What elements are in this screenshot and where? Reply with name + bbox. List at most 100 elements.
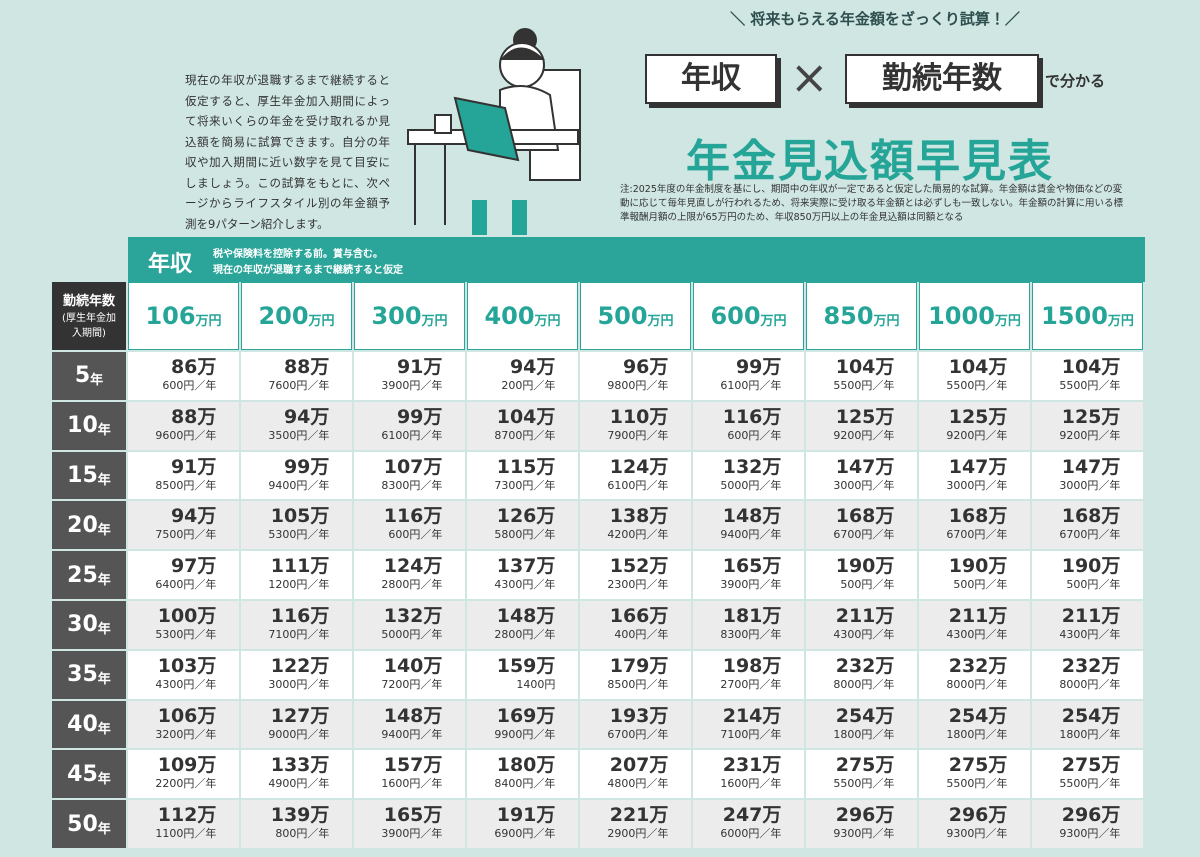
cell: 104万 5500円／年 [1032, 352, 1143, 400]
cell-amount: 148万 [722, 505, 782, 528]
cell: 104万 5500円／年 [806, 352, 917, 400]
cell-fraction: 7500円／年 [155, 528, 217, 542]
row-unit: 年 [97, 622, 111, 638]
cell-amount: 109万 [157, 754, 217, 777]
cell-fraction: 1800円／年 [946, 727, 1008, 741]
cell-amount: 94万 [283, 405, 330, 428]
cell-amount: 275万 [1061, 754, 1121, 777]
cell-fraction: 9800円／年 [607, 379, 669, 392]
cell-fraction: 5500円／年 [946, 777, 1008, 791]
cell-amount: 179万 [609, 654, 669, 677]
cell: 103万 4300円／年 [128, 650, 239, 699]
cell: 190万 500円／年 [1032, 551, 1143, 599]
row-value: 15 [67, 462, 98, 488]
cell-fraction: 9400円／年 [268, 478, 330, 492]
cell-fraction: 6700円／年 [1059, 528, 1121, 542]
cell: 147万 3000円／年 [806, 451, 917, 500]
suffix: で分かる [1045, 72, 1106, 90]
cell-amount: 96万 [622, 356, 669, 378]
cell-fraction: 7300円／年 [494, 478, 556, 492]
cell: 211万 4300円／年 [919, 601, 1030, 649]
slogan: ＼ 将来もらえる年金額をざっくり試算！／ [730, 10, 1020, 28]
cell-amount: 232万 [1061, 654, 1121, 677]
cell-amount: 181万 [722, 605, 782, 627]
cell: 275万 5500円／年 [1032, 750, 1143, 799]
cell-amount: 122万 [270, 654, 330, 677]
cell-amount: 211万 [1061, 605, 1121, 627]
cell-amount: 296万 [835, 804, 895, 827]
cell-amount: 88万 [283, 356, 330, 378]
row-value: 40 [67, 711, 98, 737]
cell-amount: 159万 [496, 654, 556, 677]
cell-fraction: 2900円／年 [607, 827, 669, 841]
cell: 207万 4800円／年 [580, 750, 691, 799]
row-label-note: (厚生年金加入期間) [62, 313, 116, 339]
column-unit: 万円 [873, 313, 900, 329]
row-header: 勤続年数 (厚生年金加入期間) [52, 282, 126, 350]
illustration [407, 28, 581, 235]
cell: 152万 2300円／年 [580, 551, 691, 599]
cell: 112万 1100円／年 [128, 800, 239, 848]
cell: 125万 9200円／年 [806, 401, 917, 450]
cell-amount: 165万 [722, 555, 782, 578]
column-value: 850 [823, 302, 874, 330]
cell: 165万 3900円／年 [354, 800, 465, 848]
cell: 296万 9300円／年 [1032, 800, 1143, 848]
cell: 116万 7100円／年 [241, 601, 352, 649]
cell-fraction: 6700円／年 [833, 528, 895, 542]
cell-amount: 91万 [396, 356, 443, 378]
row-value: 25 [67, 562, 98, 588]
cell: 111万 1200円／年 [241, 551, 352, 599]
cell-amount: 115万 [496, 455, 556, 478]
cell-amount: 191万 [496, 804, 556, 827]
column-value: 300 [371, 302, 422, 330]
cell: 116万 600円／年 [693, 401, 804, 450]
row-value: 35 [67, 662, 98, 688]
cell: 191万 6900円／年 [467, 800, 578, 848]
cell-fraction: 8500円／年 [607, 677, 669, 691]
column-value: 400 [484, 302, 535, 330]
cell: 115万 7300円／年 [467, 451, 578, 500]
cell-amount: 104万 [496, 405, 556, 428]
cell-amount: 190万 [1061, 555, 1121, 578]
cell-amount: 140万 [383, 654, 443, 677]
cell-amount: 104万 [835, 356, 895, 378]
cell: 180万 8400円／年 [467, 750, 578, 799]
cell-fraction: 9900円／年 [494, 727, 556, 741]
cell-fraction: 7200円／年 [381, 677, 443, 691]
cell-amount: 180万 [496, 754, 556, 777]
cell-amount: 125万 [835, 405, 895, 428]
cell-amount: 296万 [948, 804, 1008, 827]
cell: 296万 9300円／年 [919, 800, 1030, 848]
column-header: 400 万円 [467, 282, 578, 350]
cell-fraction: 9200円／年 [946, 428, 1008, 442]
cell-amount: 111万 [270, 555, 330, 578]
cell: 104万 8700円／年 [467, 401, 578, 450]
cell: 133万 4900円／年 [241, 750, 352, 799]
cell-fraction: 1600円／年 [381, 777, 443, 791]
cell-amount: 125万 [1061, 405, 1121, 428]
cell-amount: 193万 [609, 704, 669, 727]
cell: 132万 5000円／年 [354, 601, 465, 649]
cell-amount: 133万 [270, 754, 330, 777]
column-unit: 万円 [1107, 313, 1134, 329]
cell-amount: 254万 [948, 704, 1008, 727]
cell: 148万 2800円／年 [467, 601, 578, 649]
cell-fraction: 1100円／年 [155, 827, 217, 841]
cell-fraction: 600円／年 [162, 379, 217, 392]
cell: 104万 5500円／年 [919, 352, 1030, 400]
cell: 97万 6400円／年 [128, 551, 239, 599]
cell-amount: 190万 [835, 555, 895, 578]
cell-amount: 127万 [270, 704, 330, 727]
cell-amount: 190万 [948, 555, 1008, 578]
cell: 127万 9000円／年 [241, 700, 352, 749]
cell-fraction: 7100円／年 [268, 628, 330, 641]
cell-fraction: 6100円／年 [607, 478, 669, 492]
column-header: 106 万円 [128, 282, 239, 350]
cell: 125万 9200円／年 [1032, 401, 1143, 450]
row-unit: 年 [97, 771, 111, 787]
cell-fraction: 6400円／年 [155, 578, 217, 592]
cell: 254万 1800円／年 [1032, 700, 1143, 749]
cell: 168万 6700円／年 [806, 501, 917, 550]
cell-fraction: 8700円／年 [494, 428, 556, 442]
